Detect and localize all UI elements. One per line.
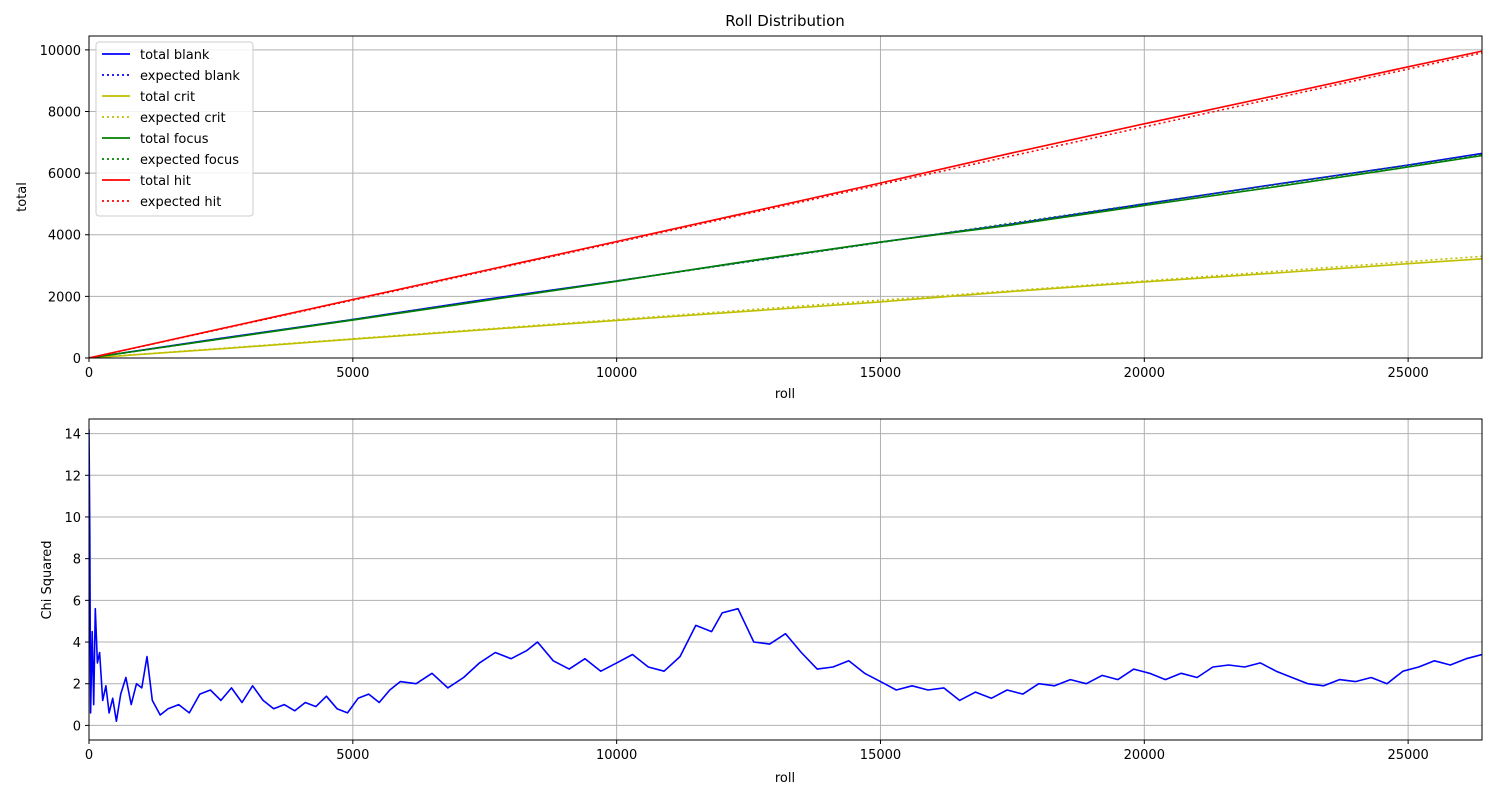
x-tick-label: 15000: [860, 366, 901, 381]
legend-label: total blank: [140, 48, 210, 63]
y-tick-label: 8: [73, 553, 81, 568]
x-tick-label: 25000: [1387, 748, 1428, 763]
series-line-2: [89, 258, 1482, 358]
y-ticks: 0 2000 4000 6000 8000 10000: [40, 44, 89, 367]
x-tick-label: 20000: [1124, 366, 1165, 381]
x-tick-label: 20000: [1124, 748, 1165, 763]
y-tick-label: 6000: [48, 167, 81, 182]
chi-squared-chart: 0 5000 10000 15000 20000 25000 0 2 4 6 8 10 12 14 ro…: [40, 418, 1483, 786]
y-tick-label: 4000: [48, 229, 81, 244]
x-tick-label: 0: [85, 366, 93, 381]
roll-distribution-chart: Roll Distribution 0 5000 10000 15000 20000 25…: [15, 12, 1483, 402]
x-axis-label: roll: [775, 771, 795, 786]
series-line-6: [89, 50, 1482, 358]
plot-frame: [88, 35, 1483, 359]
legend-label: total hit: [140, 174, 191, 189]
x-tick-label: 10000: [596, 748, 637, 763]
series-line-4: [89, 154, 1482, 358]
x-tick-label: 5000: [336, 748, 369, 763]
y-tick-label: 0: [73, 719, 81, 734]
grid-lines: [88, 419, 1482, 740]
legend-label: total crit: [140, 90, 195, 105]
legend-label: expected hit: [140, 195, 221, 210]
x-ticks: 0 5000 10000 15000 20000 25000: [85, 358, 1429, 381]
y-tick-label: 10: [64, 511, 81, 526]
series-line-0: [89, 429, 1482, 723]
legend-label: total focus: [140, 132, 209, 147]
x-tick-label: 15000: [860, 748, 901, 763]
x-ticks: 0 5000 10000 15000 20000 25000: [85, 740, 1429, 763]
legend-label: expected crit: [140, 111, 226, 126]
y-tick-label: 14: [64, 428, 81, 443]
y-tick-label: 8000: [48, 105, 81, 120]
x-tick-label: 5000: [336, 366, 369, 381]
chart-title: Roll Distribution: [725, 12, 845, 30]
x-axis-label: roll: [775, 387, 795, 402]
y-tick-label: 4: [73, 636, 81, 651]
plot-frame: [88, 418, 1483, 741]
y-axis-label: total: [15, 182, 30, 212]
legend-label: expected focus: [140, 153, 239, 168]
y-ticks: 0 2 4 6 8 10 12 14: [64, 428, 89, 734]
legend: total blank expected blank total crit expec…: [95, 41, 254, 217]
y-axis-label: Chi Squared: [40, 540, 55, 619]
x-tick-label: 0: [85, 748, 93, 763]
x-tick-label: 25000: [1387, 366, 1428, 381]
y-tick-label: 6: [73, 594, 81, 609]
y-tick-label: 12: [64, 469, 81, 484]
y-tick-label: 2000: [48, 290, 81, 305]
data-lines: [89, 50, 1482, 358]
y-tick-label: 2: [73, 678, 81, 693]
legend-box: [95, 41, 254, 217]
legend-label: expected blank: [140, 69, 240, 84]
data-lines: [89, 429, 1482, 723]
y-tick-label: 0: [73, 352, 81, 367]
x-tick-label: 10000: [596, 366, 637, 381]
y-tick-label: 10000: [40, 44, 81, 59]
